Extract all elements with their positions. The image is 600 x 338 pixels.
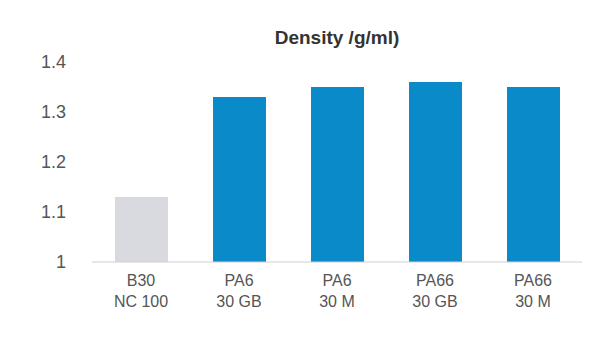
svg-text:PA630 M: PA630 M: [319, 272, 355, 310]
svg-text:1.3: 1.3: [41, 102, 66, 122]
svg-text:1.1: 1.1: [41, 202, 66, 222]
svg-text:PA6630 GB: PA6630 GB: [412, 272, 457, 310]
svg-text:1.2: 1.2: [41, 152, 66, 172]
svg-text:1: 1: [56, 252, 66, 272]
svg-text:B30NC 100: B30NC 100: [114, 272, 168, 310]
html-text:Density /g/ml): Density /g/ml): [274, 27, 400, 48]
svg-text:PA630 GB: PA630 GB: [216, 272, 261, 310]
svg-text:1.4: 1.4: [41, 52, 66, 72]
svg-text:PA6630 M: PA6630 M: [514, 272, 552, 310]
